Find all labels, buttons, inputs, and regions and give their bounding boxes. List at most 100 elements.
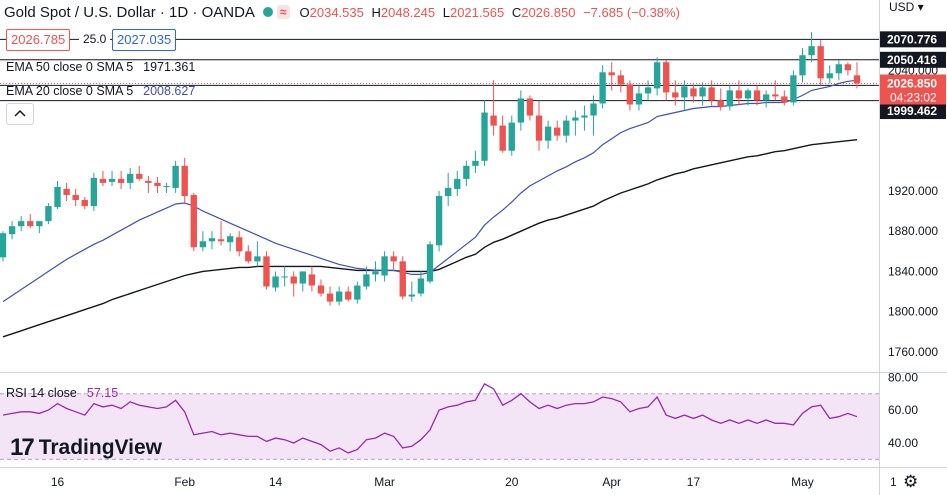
candle-body [290,276,297,284]
candle [154,176,161,193]
candle [717,88,724,111]
candle-body [0,233,7,258]
candle [36,221,43,234]
candle-body [472,160,479,166]
candle [263,251,270,290]
candle [844,62,852,76]
time-tick-label: Feb [174,475,195,489]
candle [90,172,98,212]
candle-body [363,274,370,287]
candle [372,261,379,282]
candle-body [626,84,634,105]
candle [835,60,843,81]
candle [417,271,425,297]
candle-body [572,117,579,121]
tradingview-logo[interactable]: 17 TradingView [10,434,163,461]
candle-body [735,90,743,99]
candle-body [99,178,107,183]
symbol-title[interactable]: Gold Spot / U.S. Dollar · 1D · OANDA [4,3,255,21]
candle [326,286,334,306]
candle [581,105,588,131]
time-tick-label: Apr [602,475,621,489]
candle-body [663,62,670,93]
candle [635,85,643,111]
candle-body [708,87,715,101]
time-tick-label: May [791,475,814,489]
candle-body [826,73,833,79]
candle [399,256,406,300]
candle [45,203,52,225]
candle-body [217,239,225,242]
currency-selector[interactable]: USD ▾ [889,0,924,14]
candle [217,221,225,246]
candle [254,241,261,267]
candle [781,90,788,106]
countdown-text: 04:23:02 [890,91,937,105]
price-tick-label: 1800.000 [888,305,938,319]
candle-body [717,100,724,107]
price-tick-label: 1880.000 [888,224,938,238]
candle-body [544,126,552,141]
candle-body [681,86,688,98]
candle-body [490,115,497,126]
candle-body [8,226,16,235]
ema20-legend[interactable]: EMA 20 close 0 SMA 5 2008.627 [6,84,195,98]
candle-body [762,94,770,101]
candle-body [499,125,506,151]
candle-body [317,285,325,294]
candle-body [617,75,624,85]
buy-price-button[interactable]: 2027.035 [112,29,177,51]
rsi-band [0,393,879,460]
candle [690,84,697,103]
delayed-data-icon[interactable]: ≈ [276,5,290,19]
price-level-label-bg [880,103,946,120]
candle-body [172,165,179,188]
candle [354,281,361,304]
rsi-tick-label: 80.00 [888,370,918,384]
candle-body [308,274,316,286]
candle-body [790,75,797,103]
rsi-legend[interactable]: RSI 14 close 57.15 [6,386,118,400]
candle-body [154,182,161,186]
gear-icon[interactable]: ⚙ [903,472,919,491]
price-level-label-text: 2070.776 [887,32,937,46]
price-level-label-text: 1999.462 [887,104,937,118]
price-level-label: 2070.776 [880,31,946,48]
ema50-legend[interactable]: EMA 50 close 0 SMA 5 1971.361 [6,60,195,74]
candle-body [117,178,125,183]
candle [653,57,661,96]
candle [172,160,179,193]
candle-body [136,173,143,179]
tradingview-mark-icon: 17 [10,434,35,461]
candle-body [81,200,88,207]
candle [272,271,279,292]
candle [435,190,443,252]
candle-body [554,127,561,136]
rsi-value: 57.15 [86,386,119,400]
sell-price-button[interactable]: 2026.785 [6,29,71,51]
candle-body [853,75,861,84]
candle [762,90,770,108]
candle-body [508,122,515,151]
candle-body [390,256,397,262]
candle [617,70,624,93]
collapse-legend-button[interactable] [6,103,34,125]
price-level-label-bg [880,31,946,48]
candle [726,85,733,111]
candle [472,150,479,173]
candle [599,65,606,109]
candle-body [463,165,470,179]
candle-body [63,188,70,195]
candle [345,286,352,302]
candle [317,279,325,297]
candle [290,271,297,297]
candle-body [145,180,152,183]
candle-body [535,115,543,141]
candle-body [753,90,761,101]
candle-body [163,185,170,187]
spread-value: 25.0 [79,29,111,49]
rsi-line [2,383,858,454]
price-level-label-text: 2050.416 [887,53,937,67]
